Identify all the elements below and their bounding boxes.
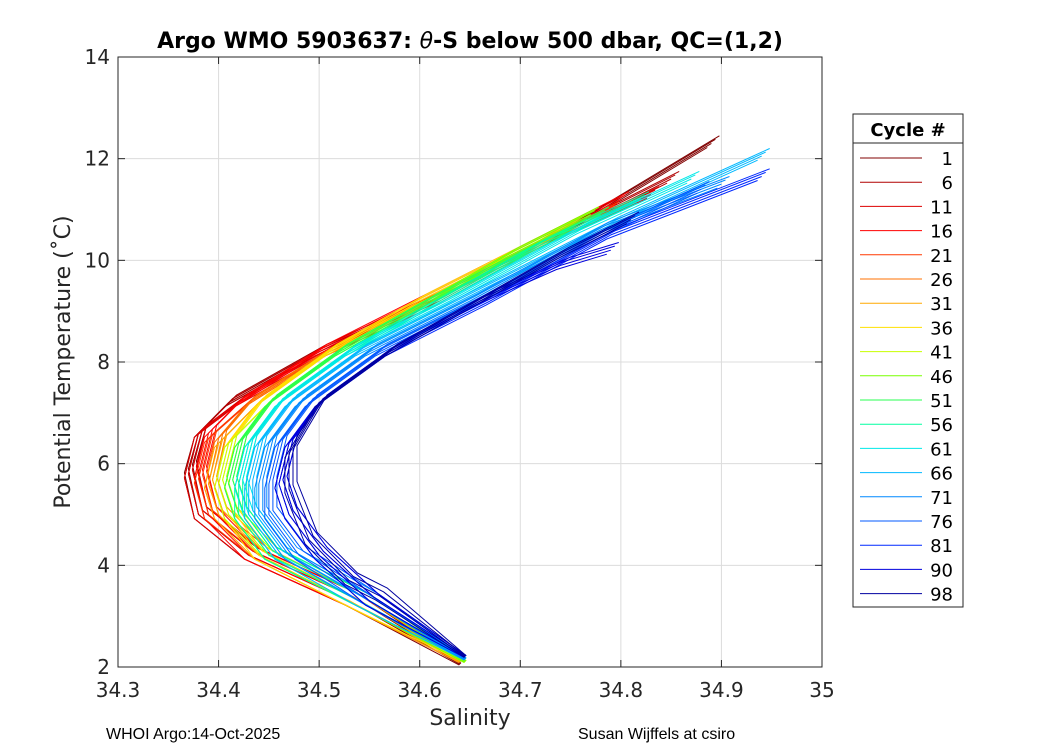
series-line-90 xyxy=(278,249,611,658)
x-tick-label: 35 xyxy=(809,678,834,702)
legend-label-21: 21 xyxy=(930,246,953,267)
series-line-98 xyxy=(296,211,640,657)
y-tick-label: 8 xyxy=(97,350,110,374)
series-line-71 xyxy=(262,179,726,660)
legend-label-76: 76 xyxy=(930,512,953,533)
y-axis-label: Potential Temperature (˚C) xyxy=(51,215,76,508)
legend-label-31: 31 xyxy=(930,294,953,315)
x-tick-label: 34.5 xyxy=(297,678,342,702)
legend-label-36: 36 xyxy=(930,318,953,339)
legend-label-90: 90 xyxy=(930,560,953,581)
legend-label-41: 41 xyxy=(930,343,953,364)
legend-label-66: 66 xyxy=(930,464,953,485)
series-98 xyxy=(284,211,640,658)
y-tick-label: 6 xyxy=(97,452,110,476)
chart-title: Argo WMO 5903637: θ-S below 500 dbar, QC… xyxy=(157,29,783,54)
series-line-66 xyxy=(252,151,766,660)
legend-label-56: 56 xyxy=(930,415,953,436)
x-tick-label: 34.7 xyxy=(498,678,543,702)
y-tick-label: 4 xyxy=(97,553,110,577)
legend-label-1: 1 xyxy=(942,149,953,170)
series-line-98 xyxy=(292,215,636,657)
x-tick-label: 34.6 xyxy=(397,678,442,702)
series-line-98 xyxy=(288,219,632,658)
series-lines xyxy=(183,135,770,666)
legend-label-16: 16 xyxy=(930,222,953,243)
y-tick-label: 10 xyxy=(85,248,110,272)
legend-label-51: 51 xyxy=(930,391,953,412)
legend-label-46: 46 xyxy=(930,367,953,388)
series-line-98 xyxy=(284,223,628,658)
y-tick-label: 12 xyxy=(85,147,110,171)
axis-ticks: 34.3 34.4 34.5 34.6 34.7 34.8 34.9 35 2 4 6 8 10 12 14 xyxy=(85,45,835,702)
legend-label-98: 98 xyxy=(930,585,953,606)
x-tick-label: 34.3 xyxy=(96,678,141,702)
y-tick-label: 14 xyxy=(85,45,110,69)
x-tick-label: 34.4 xyxy=(196,678,241,702)
footer-credit: Susan Wijffels at csiro xyxy=(578,726,736,743)
x-axis-label: Salinity xyxy=(429,706,510,731)
x-tick-label: 34.8 xyxy=(599,678,644,702)
legend-label-26: 26 xyxy=(930,270,953,291)
footer-date: WHOI Argo:14-Oct-2025 xyxy=(106,726,281,743)
series-line-71 xyxy=(258,183,722,660)
legend-title: Cycle # xyxy=(870,120,945,141)
legend-label-6: 6 xyxy=(942,173,953,194)
y-tick-label: 2 xyxy=(97,655,110,679)
legend-label-71: 71 xyxy=(930,488,953,509)
x-tick-label: 34.9 xyxy=(699,678,744,702)
legend-box xyxy=(852,113,964,608)
series-line-90 xyxy=(274,253,607,658)
legend-label-61: 61 xyxy=(930,439,953,460)
legend-label-11: 11 xyxy=(930,197,953,218)
legend-label-81: 81 xyxy=(930,536,953,557)
legend: Cycle # 16111621263136414651566166717681… xyxy=(852,113,964,608)
